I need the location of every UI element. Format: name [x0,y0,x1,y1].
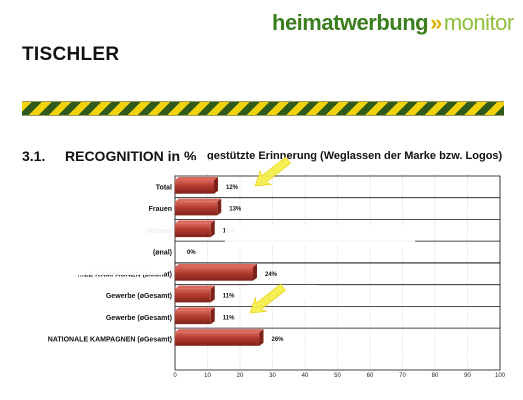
bar-top [175,264,257,267]
blur-overlay [60,222,172,244]
bar-5 [175,288,211,303]
x-tick-label: 10 [204,373,211,379]
page-title: TISCHLER [22,44,120,65]
bar-4 [175,267,253,281]
bar-side [217,198,222,216]
bar-top [175,177,218,180]
bar-top [175,285,215,289]
blur-overlay [183,160,313,171]
blur-overlay [20,285,70,299]
x-tick-label: 40 [302,373,309,379]
chevron-right-icon: » [430,10,442,35]
bar-top [175,220,215,224]
bar-6 [175,310,211,325]
bar-value-label: 11% [223,294,235,300]
x-tick-label: 70 [399,373,406,379]
bar-top [175,198,222,202]
highlight-arrow-icon [254,156,291,187]
x-tick-label: 100 [495,373,506,379]
category-label: NATIONALE KAMPAGNEN (øGesamt) [48,336,172,343]
bar-side [253,264,257,281]
bar-value-label: 0% [187,250,196,256]
bar-2 [175,223,211,238]
bar-side [210,307,215,325]
bar-side [259,329,264,346]
section-number: 3.1. [22,148,46,164]
brand-logo-heimatwerbung: heimatwerbung [272,10,429,35]
category-label: Gewerbe (øGesamt) [106,293,172,300]
bar-0 [175,180,214,194]
hazard-stripe-divider [22,101,504,116]
blur-overlay [225,226,415,246]
bar-side [214,177,218,194]
bar-value-label: 13% [229,207,242,213]
x-tick-label: 50 [334,373,341,379]
bar-value-label: 24% [265,272,278,278]
bar-top [175,307,215,311]
bar-7 [175,332,260,346]
section-subtitle: gestützte Erinnerung (Weglassen der Mark… [207,150,503,162]
section-title: RECOGNITION in % [65,148,197,164]
category-label: Total [156,184,172,191]
category-label: (ønal) [153,249,172,256]
category-label: Gewerbe (øGesamt) [106,315,172,322]
blur-overlay [60,262,165,275]
x-tick-label: 0 [173,373,177,379]
bar-1 [175,201,218,216]
brand-logo: heimatwerbung»monitor [272,10,514,36]
highlight-arrow-icon [249,283,286,314]
x-tick-label: 60 [367,373,374,379]
x-tick-label: 90 [464,373,471,379]
bar-side [210,220,215,238]
category-label: Frauen [149,206,172,213]
x-tick-label: 80 [432,373,439,379]
bar-value-label: 12% [226,185,239,191]
bar-value-label: 26% [272,337,285,343]
bar-side [210,285,215,303]
bar-top [175,329,264,333]
bar-value-label: 11% [223,315,235,321]
x-tick-label: 30 [269,373,276,379]
x-tick-label: 20 [237,373,244,379]
brand-logo-monitor: monitor [443,10,514,35]
